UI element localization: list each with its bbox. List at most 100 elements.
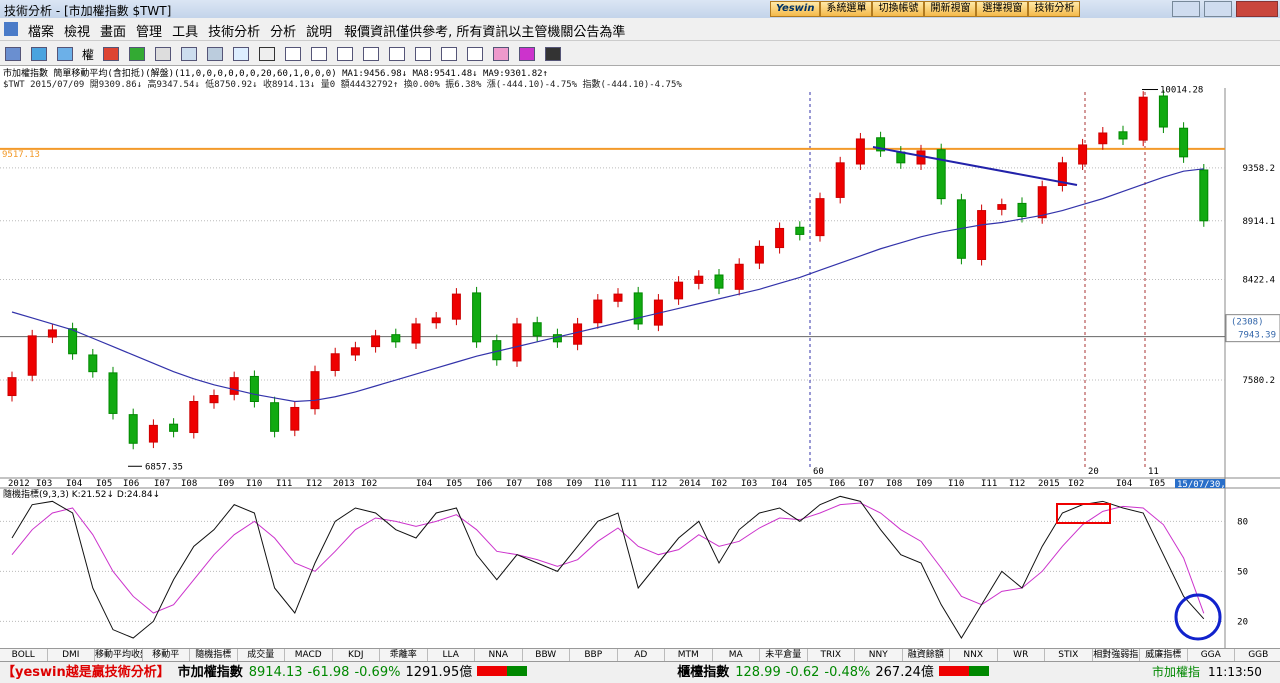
time-label: I11: [621, 479, 637, 489]
marker-label: 60: [813, 467, 824, 477]
candle: [1017, 202, 1027, 218]
tool-icon[interactable]: [128, 47, 145, 61]
candle: [371, 335, 381, 348]
tool-icon[interactable]: [284, 47, 301, 61]
indicator-tab[interactable]: 相對強弱指: [1093, 649, 1140, 661]
top-button[interactable]: 開新視窗: [924, 1, 977, 17]
tool-icon[interactable]: [258, 47, 275, 61]
tool-icon[interactable]: [154, 47, 171, 61]
tool-icon[interactable]: [466, 47, 483, 61]
indicator-tab[interactable]: 未平倉量: [760, 649, 808, 661]
indicator-tab[interactable]: LLA: [428, 649, 475, 661]
tool-icon[interactable]: [57, 47, 73, 61]
tool-icon[interactable]: [310, 47, 327, 61]
time-label: I07: [506, 479, 522, 489]
candle: [411, 323, 421, 344]
tool-icon[interactable]: [414, 47, 431, 61]
time-label: I04: [771, 479, 787, 489]
time-label: I03: [36, 479, 52, 489]
indicator-tab[interactable]: 融資餘額: [903, 649, 950, 661]
candle: [795, 226, 805, 235]
minimize[interactable]: [1172, 1, 1200, 17]
indicator-tab[interactable]: BBW: [523, 649, 570, 661]
candle: [754, 245, 764, 264]
menu-item[interactable]: 說明: [306, 25, 333, 40]
top-button[interactable]: 系統選單: [820, 1, 873, 17]
time-label: I06: [476, 479, 492, 489]
indicator-tab[interactable]: MA: [713, 649, 760, 661]
indicator-tab[interactable]: 乖離率: [380, 649, 428, 661]
info-line: $TWT 2015/07/09 開9309.86↓ 高9347.54↓ 低875…: [3, 80, 682, 90]
menu-item[interactable]: 檔案: [28, 25, 55, 40]
indicator-tab[interactable]: DMI: [48, 649, 95, 661]
candle: [573, 323, 583, 345]
current-badge: [1225, 314, 1280, 343]
time-label: I06: [829, 479, 845, 489]
tool-icon[interactable]: [388, 47, 405, 61]
quote-pct: -0.69%: [354, 665, 401, 680]
y-tick-label: 9358.2: [1242, 164, 1275, 174]
tool-icon[interactable]: [232, 47, 249, 61]
indicator-tab[interactable]: 移動平均收盤: [95, 649, 143, 661]
date-badge-bg: [1175, 479, 1225, 488]
tool-icon[interactable]: [362, 47, 379, 61]
indicator-tab[interactable]: 威廉指標: [1140, 649, 1188, 661]
indicator-tab[interactable]: STIX: [1045, 649, 1093, 661]
menu-item[interactable]: 工具: [172, 25, 199, 40]
menu-item[interactable]: 畫面: [100, 25, 127, 40]
tool-icon[interactable]: [492, 47, 509, 61]
tool-icon[interactable]: [440, 47, 457, 61]
top-button[interactable]: 選擇視窗: [976, 1, 1029, 17]
tool-icon[interactable]: [180, 47, 197, 61]
top-buttons: Yeswin 系統選單 切換帳號 開新視窗 選擇視窗 技術分析: [770, 0, 1081, 17]
tool-icon[interactable]: [518, 47, 535, 61]
quote-bar: [938, 666, 989, 676]
y-tick-label: 8422.4: [1242, 275, 1275, 285]
menu-item[interactable]: 管理: [136, 25, 163, 40]
indicator-tab[interactable]: NNY: [855, 649, 903, 661]
indicator-tab[interactable]: NNA: [475, 649, 523, 661]
indicator-tab[interactable]: GGA: [1188, 649, 1235, 661]
tool-icon[interactable]: [336, 47, 353, 61]
indicator-tab[interactable]: BOLL: [0, 649, 48, 661]
time-label: I08: [886, 479, 902, 489]
indicator-tab[interactable]: NNX: [950, 649, 998, 661]
candle: [108, 372, 118, 414]
indicator-tab[interactable]: AD: [618, 649, 665, 661]
indicator-tab[interactable]: 隨機指標: [190, 649, 238, 661]
highlight-circle: [1174, 593, 1222, 641]
indicator-tab[interactable]: BBP: [570, 649, 618, 661]
indicator-tab[interactable]: MTM: [665, 649, 713, 661]
tool-icon[interactable]: [102, 47, 119, 61]
indicator-tab[interactable]: GGB: [1235, 649, 1280, 661]
menu-item[interactable]: 檢視: [64, 25, 91, 40]
time-label: I07: [858, 479, 874, 489]
tool-icon[interactable]: [544, 47, 561, 61]
indicator-tab[interactable]: MACD: [285, 649, 333, 661]
menu-item[interactable]: 技術分析: [208, 25, 261, 40]
indicator-tab[interactable]: TRIX: [808, 649, 855, 661]
time-label: I06: [123, 479, 139, 489]
time-label: I05: [96, 479, 112, 489]
close[interactable]: [1235, 1, 1278, 17]
time-label: I05: [796, 479, 812, 489]
marker-label: 11: [1148, 467, 1159, 477]
tool-icon[interactable]: [5, 47, 21, 61]
maximize[interactable]: [1203, 1, 1232, 17]
candle: [977, 210, 987, 260]
k-line: [11, 495, 1205, 639]
top-button[interactable]: Yeswin: [770, 1, 821, 17]
top-button[interactable]: 技術分析: [1028, 1, 1081, 17]
top-button[interactable]: 切換帳號: [872, 1, 925, 17]
time-label: I08: [536, 479, 552, 489]
indicator-tab[interactable]: 移動平: [143, 649, 190, 661]
candle: [1098, 132, 1108, 145]
indicator-tab[interactable]: 成交量: [238, 649, 285, 661]
time-label: I05: [446, 479, 462, 489]
tool-icon[interactable]: [31, 47, 47, 61]
indicator-tab[interactable]: KDJ: [333, 649, 380, 661]
indicator-tab[interactable]: WR: [998, 649, 1045, 661]
tool-icon[interactable]: [206, 47, 223, 61]
tool-label[interactable]: 權: [81, 48, 94, 62]
menu-item[interactable]: 分析: [270, 25, 297, 40]
